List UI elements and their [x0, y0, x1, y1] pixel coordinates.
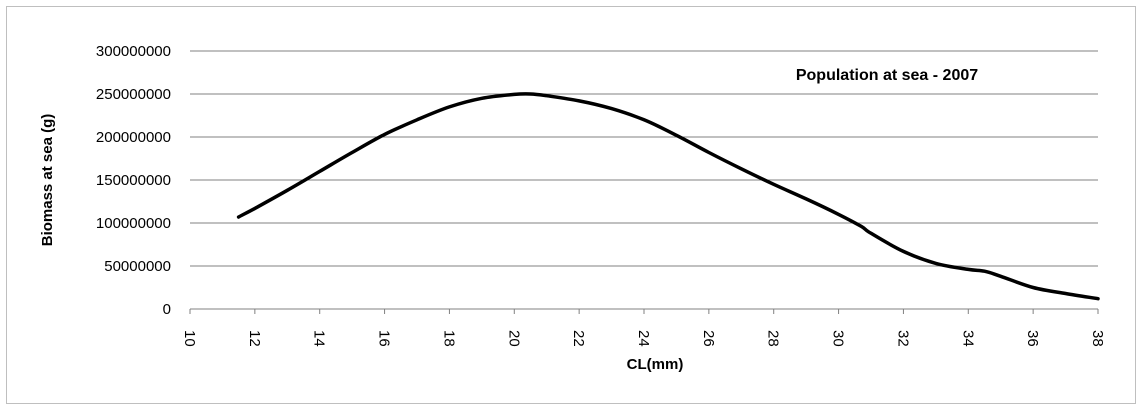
x-tick-label: 22 — [570, 330, 587, 347]
chart-title: Population at sea - 2007 — [796, 67, 978, 84]
y-tick-label: 300000000 — [96, 43, 171, 60]
chart-frame — [6, 6, 1136, 404]
x-tick-label: 10 — [181, 330, 198, 347]
x-tick-label: 14 — [311, 330, 328, 347]
x-tick-label: 24 — [635, 330, 652, 347]
y-tick-label: 200000000 — [96, 129, 171, 146]
x-axis-title: CL(mm) — [627, 356, 684, 373]
y-axis-ticks: 0 50000000 100000000 150000000 200000000 2500… — [96, 43, 171, 318]
x-tick-label: 38 — [1089, 330, 1106, 347]
y-tick-label: 50000000 — [104, 258, 171, 275]
x-tick-label: 26 — [700, 330, 717, 347]
x-tick-label: 34 — [959, 330, 976, 347]
series-group — [236, 92, 1100, 301]
y-axis-title: Biomass at sea (g) — [39, 114, 56, 247]
x-tick-label: 28 — [765, 330, 782, 347]
x-tick-label: 16 — [376, 330, 393, 347]
x-tick-label: 12 — [246, 330, 263, 347]
x-tick-label: 18 — [440, 330, 457, 347]
x-tick-label: 20 — [505, 330, 522, 347]
y-tick-label: 100000000 — [96, 215, 171, 232]
x-axis-ticks: 10 12 14 16 18 20 22 24 26 28 30 32 34 36 38 — [181, 309, 1106, 347]
y-tick-label: 250000000 — [96, 86, 171, 103]
x-tick-label: 32 — [894, 330, 911, 347]
x-tick-label: 36 — [1024, 330, 1041, 347]
y-tick-label: 150000000 — [96, 172, 171, 189]
y-tick-label: 0 — [163, 301, 171, 318]
series-line — [236, 92, 1100, 301]
x-tick-label: 30 — [830, 330, 847, 347]
